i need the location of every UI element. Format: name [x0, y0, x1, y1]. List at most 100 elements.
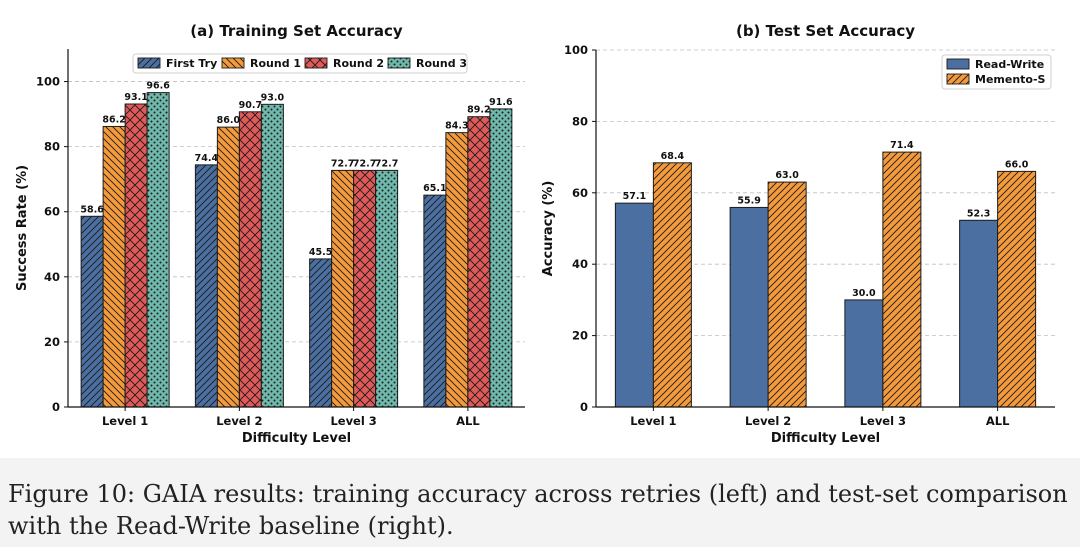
y-tick-label: 40: [44, 270, 60, 284]
data-label: 68.4: [661, 151, 685, 162]
bar-round-1-level-1: [102, 125, 126, 408]
swatch-outline: [137, 57, 161, 69]
bar-round-3-level-1: [146, 92, 170, 408]
x-tick-label: ALL: [456, 414, 480, 428]
x-tick-label: Level 1: [630, 414, 676, 428]
data-label: 71.4: [890, 140, 914, 151]
legend: Read-Write Memento-S: [941, 54, 1052, 90]
x-tick-label: Level 3: [860, 414, 906, 428]
x-axis-label: Difficulty Level: [771, 431, 880, 446]
legend-swatch: [946, 58, 970, 70]
bar-hatch: [653, 162, 692, 407]
swatch-outline: [304, 57, 328, 69]
bar-fill: [615, 203, 654, 407]
legend-entry: Memento-S: [975, 73, 1046, 86]
swatch-hatch: [388, 58, 410, 68]
bar-hatch: [489, 108, 512, 407]
bar-hatch: [997, 171, 1036, 407]
bar-hatch: [768, 182, 807, 407]
bar-hatch: [81, 216, 104, 407]
training-accuracy-chart: (a) Training Set Accuracy 58.6 74.4 45.5 65.…: [15, 22, 525, 446]
legend-swatch: [387, 57, 411, 69]
bar-memento-s-level-2: [767, 181, 807, 408]
y-tick-label: 60: [44, 205, 60, 219]
bar-read-write-level-2: [729, 206, 769, 408]
figure-panel: (a) Training Set Accuracy 58.6 74.4 45.5 65.…: [0, 0, 1080, 458]
figure-caption: Figure 10: GAIA results: training accura…: [8, 480, 1068, 540]
legend-entry: Round 3: [416, 57, 467, 70]
legend-entry: Round 1: [250, 57, 301, 70]
bar-first-try-level-2: [194, 164, 218, 408]
bar-round-3-level-3: [375, 169, 399, 408]
data-label: 93.0: [261, 92, 285, 103]
bar-hatch: [217, 127, 240, 407]
bar-memento-s-level-1: [652, 162, 692, 408]
y-axis-label: Accuracy (%): [541, 181, 556, 277]
y-tick-label: 100: [564, 43, 588, 57]
legend-entry: Read-Write: [975, 58, 1044, 71]
legend-swatch: [137, 57, 161, 69]
x-tick-label: Level 1: [102, 414, 148, 428]
bar-hatch: [353, 170, 376, 407]
bar-fill: [730, 207, 769, 407]
x-axis-label: Difficulty Level: [242, 431, 351, 446]
data-label: 66.0: [1005, 159, 1029, 170]
bar-hatch: [331, 170, 354, 407]
legend-box: [132, 53, 468, 74]
bar-round-2-level-3: [353, 169, 377, 408]
test-accuracy-chart: (b) Test Set Accuracy 57.1 55.9 30.0 52.3 68.…: [541, 22, 1055, 446]
bar-round-2-level-1: [124, 103, 148, 408]
chart-title: (b) Test Set Accuracy: [736, 22, 915, 40]
bar-round-2-level-2: [238, 111, 262, 408]
y-axis-label: Success Rate (%): [15, 165, 30, 291]
data-label: 91.6: [489, 97, 513, 108]
data-label: 65.1: [423, 183, 446, 194]
bar-hatch: [375, 170, 398, 407]
bar-round-1-level-3: [331, 169, 355, 408]
x-tick-label: Level 2: [216, 414, 262, 428]
bar-round-3-all: [489, 108, 513, 408]
chart-title: (a) Training Set Accuracy: [190, 22, 403, 40]
data-label: 72.7: [375, 158, 398, 169]
bar-hatch: [309, 258, 332, 407]
data-label: 58.6: [80, 204, 104, 215]
bar-round-1-level-2: [216, 126, 240, 408]
legend-swatch: [946, 73, 970, 85]
swatch-fill: [947, 59, 969, 69]
data-label: 93.1: [124, 92, 147, 103]
x-tick-label: Level 3: [330, 414, 376, 428]
bar-hatch: [261, 104, 284, 407]
data-label: 86.0: [217, 115, 241, 126]
bar-read-write-level-3: [844, 299, 884, 408]
bar-hatch: [147, 92, 170, 408]
swatch-outline: [946, 58, 970, 70]
y-tick-label: 40: [572, 257, 588, 271]
data-label: 57.1: [623, 191, 646, 202]
data-label: 52.3: [967, 208, 990, 219]
data-label: 72.7: [331, 158, 354, 169]
bar-read-write-level-1: [614, 202, 654, 408]
legend-entry: First Try: [166, 57, 217, 70]
bar-hatch: [423, 195, 446, 407]
data-label: 90.7: [239, 100, 262, 111]
y-tick-label: 80: [44, 140, 60, 154]
y-tick-label: 20: [44, 335, 60, 349]
data-label: 96.6: [146, 81, 170, 92]
bar-hatch: [882, 152, 921, 407]
swatch-hatch: [947, 74, 969, 84]
bar-hatch: [467, 116, 490, 407]
bar-round-2-all: [467, 116, 491, 408]
swatch-hatch: [305, 58, 327, 68]
data-label: 74.4: [195, 153, 219, 164]
y-tick-label: 0: [580, 400, 588, 414]
figure-svg: (a) Training Set Accuracy 58.6 74.4 45.5 65.…: [15, 22, 1055, 446]
legend-swatch: [221, 57, 245, 69]
data-label: 72.7: [353, 158, 376, 169]
swatch-hatch: [222, 58, 244, 68]
data-label: 30.0: [852, 288, 876, 299]
bar-read-write-all: [959, 219, 999, 408]
y-tick-label: 20: [572, 329, 588, 343]
bar-fill: [844, 299, 883, 407]
swatch-outline: [221, 57, 245, 69]
data-label: 84.3: [445, 121, 468, 132]
